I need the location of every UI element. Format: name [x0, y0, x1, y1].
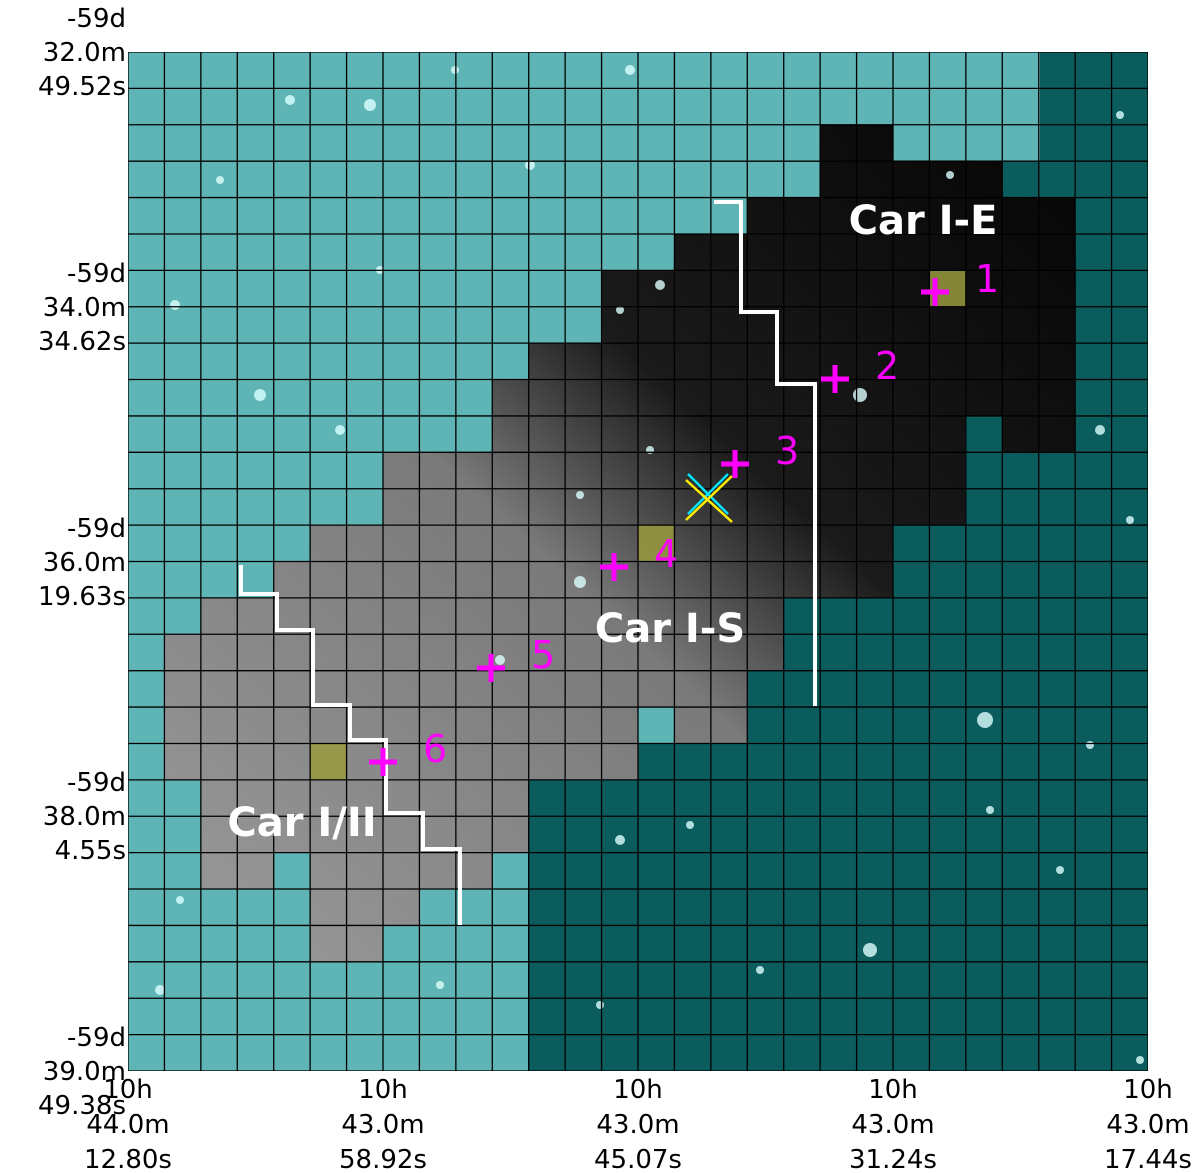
star: [616, 306, 624, 314]
marker-label: 5: [531, 633, 555, 677]
star: [1116, 111, 1124, 119]
star: [525, 160, 535, 170]
marker-label: 6: [423, 727, 447, 771]
marker-cross: [921, 278, 949, 306]
y-tick-label: 34.62s: [38, 327, 126, 357]
star: [986, 806, 994, 814]
y-tick-label: 49.38s: [38, 1091, 126, 1121]
star: [451, 66, 459, 74]
x-marker: [685, 479, 733, 523]
x-tick-label: 17.44s: [1104, 1145, 1192, 1173]
x-marker: [685, 475, 733, 521]
stars: [155, 65, 1144, 1064]
star: [176, 896, 184, 904]
star: [1056, 866, 1064, 874]
x-tick-label: 43.0m: [1106, 1110, 1189, 1140]
region-label: Car I-E: [849, 198, 998, 244]
grid: [128, 52, 1148, 1071]
y-tick-label: 36.0m: [43, 548, 126, 578]
boundaries: [239, 200, 817, 925]
highlight-cell: [638, 525, 675, 562]
star: [254, 389, 266, 401]
x-tick-label: 44.0m: [86, 1110, 169, 1140]
star: [1136, 1056, 1144, 1064]
star: [155, 985, 165, 995]
marker-label: 2: [875, 344, 899, 388]
y-tick-label: 32.0m: [43, 38, 126, 68]
star: [655, 280, 665, 290]
star: [946, 171, 954, 179]
star: [436, 981, 444, 989]
star: [364, 99, 376, 111]
star: [863, 943, 877, 957]
x-tick-label: 45.07s: [594, 1145, 682, 1173]
star: [216, 176, 224, 184]
marker-cross: [821, 365, 849, 393]
x-tick-label: 10h: [103, 1075, 153, 1105]
star: [596, 1001, 604, 1009]
marker-label: 1: [975, 257, 999, 301]
star: [335, 425, 345, 435]
y-tick-label: 34.0m: [43, 293, 126, 323]
x-tick-label: 43.0m: [341, 1110, 424, 1140]
x-markers: [685, 473, 733, 523]
x-tick-label: 31.24s: [849, 1145, 937, 1173]
boundary-line: [239, 565, 462, 925]
x-tick-label: 10h: [358, 1075, 408, 1105]
star: [576, 491, 584, 499]
star: [1126, 516, 1134, 524]
x-tick-label: 43.0m: [851, 1110, 934, 1140]
boundary-line: [714, 200, 817, 706]
y-tick-label: -59d: [67, 514, 126, 544]
y-tick-label: -59d: [67, 259, 126, 289]
highlight-cell: [310, 743, 347, 780]
star: [977, 712, 993, 728]
y-tick-label: -59d: [67, 768, 126, 798]
star: [1086, 741, 1094, 749]
y-tick-label: -59d: [67, 1023, 126, 1053]
marker-cross: [477, 654, 505, 682]
star: [756, 966, 764, 974]
x-tick-label: 58.92s: [339, 1145, 427, 1173]
marker-cross: [369, 748, 397, 776]
star: [686, 821, 694, 829]
marker-label: 4: [654, 532, 678, 576]
star: [615, 835, 625, 845]
y-tick-label: 49.52s: [38, 72, 126, 102]
marker-label: 3: [775, 429, 799, 473]
star: [853, 388, 867, 402]
region-label: Car I-S: [595, 606, 745, 652]
y-tick-label: 38.0m: [43, 802, 126, 832]
x-tick-label: 43.0m: [596, 1110, 679, 1140]
y-tick-label: -59d: [67, 4, 126, 34]
x-tick-label: 10h: [613, 1075, 663, 1105]
x-tick-label: 10h: [868, 1075, 918, 1105]
annotations: Car I-E Car I-S Car I/II 1 2 3 4 5 6: [227, 198, 999, 846]
y-tick-label: 19.63s: [38, 582, 126, 612]
x-tick-label: 12.80s: [84, 1145, 172, 1173]
marker-cross: [600, 553, 628, 581]
x-tick-label: 10h: [1123, 1075, 1173, 1105]
marker-cross: [721, 450, 749, 478]
star: [170, 300, 180, 310]
y-tick-label: 39.0m: [43, 1057, 126, 1087]
star: [1095, 425, 1105, 435]
star: [574, 576, 586, 588]
nebula-region: [164, 125, 1075, 962]
image: [128, 52, 1148, 1071]
star: [625, 65, 635, 75]
region-label: Car I/II: [227, 800, 376, 846]
x-marker: [687, 473, 729, 515]
star: [285, 95, 295, 105]
y-tick-label: 4.55s: [55, 836, 126, 866]
star: [495, 655, 505, 665]
